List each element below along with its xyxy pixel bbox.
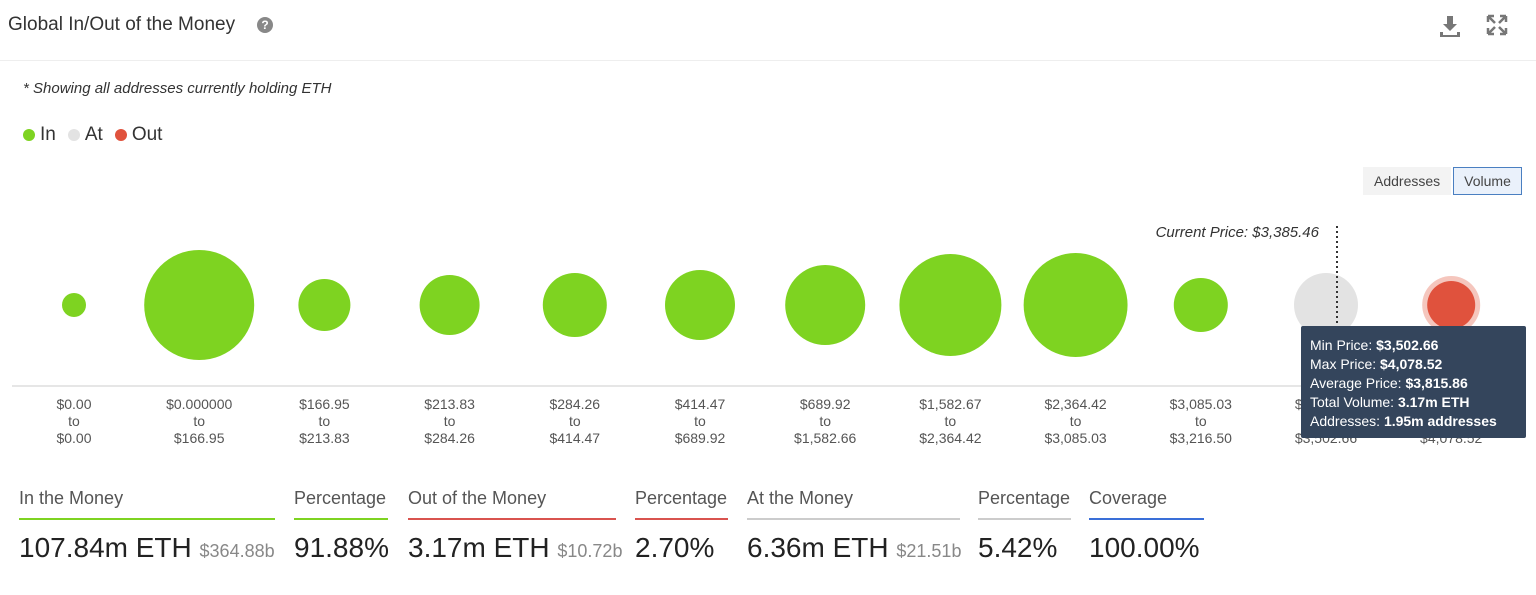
category-label: $1,582.67 to $2,364.42	[919, 396, 982, 446]
stat-value: 107.84m ETH $364.88b	[19, 532, 275, 564]
stat: In the Money 107.84m ETH $364.88b	[19, 488, 275, 564]
legend: In At Out	[23, 124, 162, 146]
help-icon[interactable]: ?	[257, 17, 273, 33]
stat-value: 3.17m ETH $10.72b	[408, 532, 622, 564]
stat-label: Coverage	[1089, 488, 1204, 520]
tooltip-row: Min Price: $3,502.66	[1310, 336, 1526, 355]
tooltip: Min Price: $3,502.66 Max Price: $4,078.52…	[1301, 326, 1526, 438]
tooltip-value: $3,815.86	[1405, 375, 1468, 391]
category-label: $3,085.03 to $3,216.50	[1169, 396, 1232, 446]
tooltip-row: Addresses: 1.95m addresses	[1310, 412, 1526, 431]
title: Global In/Out of the Money	[8, 14, 236, 35]
chart: Current Price: $3,385.46	[12, 224, 1520, 387]
stat-number: 107.84m ETH	[19, 532, 192, 563]
category-label: $0.00 to $0.00	[56, 396, 92, 446]
category-label: $689.92 to $1,582.66	[794, 396, 857, 446]
category-label: $2,364.42 to $3,085.03	[1044, 396, 1107, 446]
legend-label: Out	[131, 124, 163, 145]
stat-value: 91.88%	[294, 532, 389, 564]
bubble	[1294, 273, 1358, 337]
stat: Coverage 100.00%	[1089, 488, 1204, 564]
bubble	[899, 254, 1002, 356]
bubble	[1023, 253, 1128, 357]
bubble	[419, 275, 480, 335]
tooltip-value: $3,502.66	[1376, 337, 1439, 353]
stat-label: At the Money	[747, 488, 960, 520]
stat-number: 3.17m ETH	[408, 532, 550, 563]
stat: Percentage 91.88%	[294, 488, 389, 564]
category-label: $166.95 to $213.83	[299, 396, 350, 446]
tooltip-row: Max Price: $4,078.52	[1310, 355, 1526, 374]
legend-item: In	[23, 124, 56, 146]
stat-number: 91.88%	[294, 532, 389, 563]
tooltip-value: 3.17m ETH	[1397, 394, 1470, 410]
bubble	[144, 250, 255, 360]
toggle-button[interactable]: Addresses	[1363, 167, 1452, 195]
stat: At the Money 6.36m ETH $21.51b	[747, 488, 962, 564]
legend-item: At	[67, 124, 103, 146]
stat-label: Percentage	[294, 488, 388, 520]
category-label: $0.000000 to $166.95	[166, 396, 233, 446]
legend-dot	[23, 129, 35, 141]
stat-sub: $21.51b	[896, 541, 962, 561]
tooltip-row: Total Volume: 3.17m ETH	[1310, 393, 1526, 412]
stat: Percentage 5.42%	[978, 488, 1071, 564]
stat-number: 2.70%	[635, 532, 715, 563]
tooltip-value: $4,078.52	[1380, 356, 1443, 372]
tooltip-label: Min Price:	[1310, 337, 1373, 353]
legend-label: At	[84, 124, 103, 145]
stat-value: 2.70%	[635, 532, 728, 564]
stat-label: Out of the Money	[408, 488, 616, 520]
annotation: Current Price: $3,385.46	[1156, 224, 1320, 241]
stat: Percentage 2.70%	[635, 488, 728, 564]
stat-number: 100.00%	[1089, 532, 1200, 563]
category-label: $414.47 to $689.92	[674, 396, 726, 446]
stat-value: 6.36m ETH $21.51b	[747, 532, 962, 564]
bubble	[542, 273, 607, 337]
bubble	[298, 279, 351, 331]
note: * Showing all addresses currently holdin…	[23, 80, 332, 97]
stat-value: 5.42%	[978, 532, 1071, 564]
bubble	[665, 270, 735, 340]
category-label: $213.83 to $284.26	[424, 396, 475, 446]
tooltip-row: Average Price: $3,815.86	[1310, 374, 1526, 393]
toggles: Addresses Volume	[1363, 167, 1522, 195]
legend-dot	[67, 129, 80, 141]
tooltip-label: Addresses:	[1310, 413, 1381, 429]
tooltip-label: Max Price:	[1310, 356, 1377, 372]
category-label: $284.26 to $414.47	[549, 396, 601, 446]
stat-number: 6.36m ETH	[747, 532, 889, 563]
bubble	[785, 265, 866, 345]
stat: Out of the Money 3.17m ETH $10.72b	[408, 488, 622, 564]
bubble	[1427, 281, 1476, 329]
tooltip-label: Average Price:	[1310, 375, 1402, 391]
tooltip-label: Total Volume:	[1310, 394, 1395, 410]
toggle-button[interactable]: Volume	[1453, 167, 1522, 195]
legend-dot	[114, 129, 127, 141]
stat-sub: $10.72b	[557, 541, 623, 561]
bubble	[1173, 277, 1228, 333]
stat-label: Percentage	[978, 488, 1071, 520]
legend-item: Out	[114, 124, 163, 146]
legend-label: In	[40, 124, 56, 145]
stat-value: 100.00%	[1089, 532, 1204, 564]
tooltip-value: 1.95m addresses	[1383, 413, 1497, 429]
expand-icon[interactable]	[1486, 14, 1508, 36]
stat-label: Percentage	[635, 488, 728, 520]
stat-label: In the Money	[19, 488, 275, 520]
bubble	[62, 293, 86, 317]
stat-number: 5.42%	[978, 532, 1058, 563]
divider	[0, 60, 1536, 61]
stat-sub: $364.88b	[199, 541, 275, 561]
download-icon[interactable]	[1438, 14, 1462, 38]
